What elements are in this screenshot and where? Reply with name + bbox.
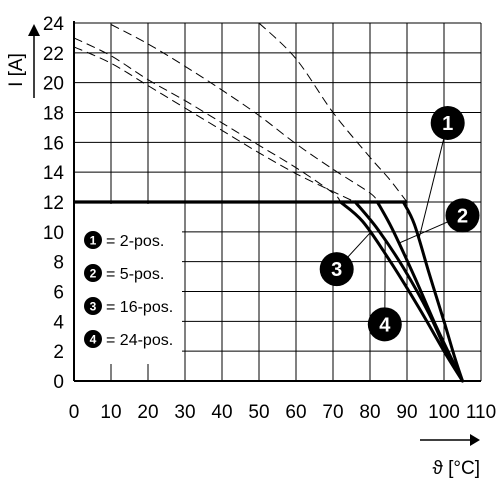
callout-marker-1 xyxy=(430,105,465,140)
legend-label: = 16-pos. xyxy=(106,299,173,316)
y-tick-label: 22 xyxy=(43,44,64,65)
axes xyxy=(73,21,481,382)
callout-4: 4 xyxy=(367,240,402,342)
y-tick-label: 16 xyxy=(43,133,64,154)
x-tick-label: 0 xyxy=(69,402,80,423)
callouts: 1 2 3 4 xyxy=(319,105,480,342)
legend-marker-2 xyxy=(84,264,102,282)
y-tick-label: 8 xyxy=(53,253,64,274)
y-tick-label: 10 xyxy=(43,223,64,244)
y-tick-label: 6 xyxy=(53,283,64,304)
y-axis-arrowhead xyxy=(28,24,40,36)
callout-number: 1 xyxy=(442,113,453,135)
x-tick-label: 70 xyxy=(322,402,343,423)
y-tick-label: 14 xyxy=(43,163,65,184)
y-tick-label: 24 xyxy=(43,14,65,35)
legend-marker-number: 3 xyxy=(90,300,97,314)
y-tick-label: 4 xyxy=(53,312,64,333)
legend-label: = 2-pos. xyxy=(106,233,164,250)
series-curve-1 xyxy=(401,200,464,383)
legend-item-1: 1 = 2-pos. xyxy=(84,231,164,250)
x-tick-label: 80 xyxy=(359,402,380,423)
legend-label: = 5-pos. xyxy=(106,266,164,283)
x-tick-label: 10 xyxy=(100,402,121,423)
legend-marker-number: 1 xyxy=(90,234,97,248)
callout-number: 2 xyxy=(457,205,468,227)
dashed-curve-1 xyxy=(258,22,408,203)
axis-titles: ϑ [°C] I [A] xyxy=(6,24,480,479)
x-tick-label: 50 xyxy=(248,402,269,423)
legend-item-4: 4 = 24-pos. xyxy=(84,330,173,349)
callout-2: 2 xyxy=(398,198,480,244)
legend-item-2: 2 = 5-pos. xyxy=(84,264,164,283)
x-tick-label: 30 xyxy=(174,402,195,423)
y-tick-label: 2 xyxy=(53,342,64,363)
x-tick-label: 110 xyxy=(466,402,496,423)
x-tick-label: 60 xyxy=(285,402,306,423)
legend-marker-number: 4 xyxy=(90,333,97,347)
callout-marker-4 xyxy=(367,307,402,342)
callout-1: 1 xyxy=(418,105,465,240)
callout-number: 3 xyxy=(331,259,342,281)
legend-item-3: 3 = 16-pos. xyxy=(84,297,173,316)
x-axis-title: ϑ [°C] xyxy=(432,458,480,479)
y-tick-label: 12 xyxy=(43,193,64,214)
x-tick-label: 100 xyxy=(428,402,460,423)
dashed-curve-3 xyxy=(73,37,341,203)
callout-3: 3 xyxy=(319,232,371,287)
dashed-curve-4 xyxy=(73,46,356,203)
series-curve-3 xyxy=(338,200,464,383)
legend-marker-number: 2 xyxy=(90,267,97,281)
callout-marker-3 xyxy=(319,252,354,287)
y-tick-label: 0 xyxy=(53,372,64,393)
solid-curves xyxy=(74,200,464,383)
callout-leader xyxy=(418,122,449,240)
y-tick-label: 20 xyxy=(43,74,64,95)
tick-labels: 0 10 20 30 40 50 60 70 80 90 100 110024681012141618… xyxy=(43,14,496,423)
dashed-curves xyxy=(73,22,408,203)
x-tick-label: 20 xyxy=(137,402,158,423)
y-axis-title: I [A] xyxy=(6,53,27,87)
legend-label: = 24-pos. xyxy=(106,332,173,349)
callout-number: 4 xyxy=(379,314,391,336)
dashed-curve-2 xyxy=(110,24,378,203)
callout-marker-2 xyxy=(445,198,480,233)
y-tick-label: 18 xyxy=(43,104,64,125)
legend-marker-1 xyxy=(84,231,102,249)
legend-marker-3 xyxy=(84,297,102,315)
x-tick-label: 40 xyxy=(211,402,232,423)
x-axis-arrowhead xyxy=(470,434,480,446)
legend: 1 = 2-pos. 2 = 5-pos. 3 = 16-pos. 4 = 24-pos. xyxy=(75,204,182,364)
legend-marker-4 xyxy=(84,330,102,348)
x-tick-label: 90 xyxy=(396,402,417,423)
series-curve-4 xyxy=(353,200,464,383)
